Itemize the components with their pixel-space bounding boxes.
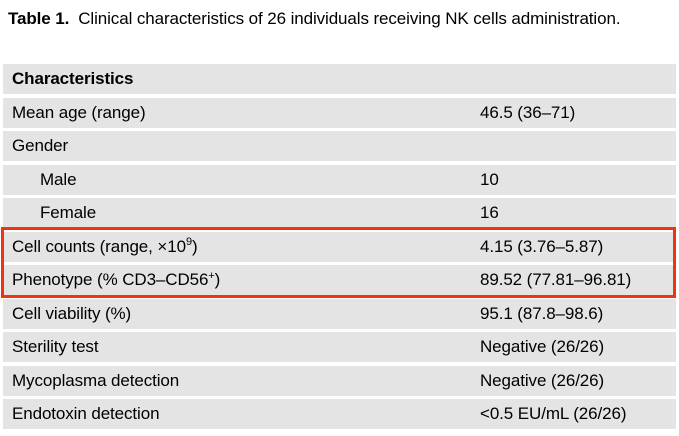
row-label: Cell counts (range, ×109) — [12, 237, 198, 257]
row-label: Phenotype (% CD3–CD56+) — [12, 270, 220, 290]
row-label: Female — [40, 203, 96, 223]
row-value: 4.15 (3.76–5.87) — [480, 236, 604, 256]
table-row-mean-age: Mean age (range) 46.5 (36–71) — [3, 97, 676, 128]
table-caption: Table 1. Clinical characteristics of 26 i… — [8, 6, 630, 32]
row-label-text: Mean age (range) — [12, 102, 146, 122]
table-row-sterility-test: Sterility test Negative (26/26) — [3, 332, 676, 362]
row-label-text: Phenotype (% CD3–CD56 — [12, 270, 209, 289]
table-row-endotoxin: Endotoxin detection <0.5 EU/mL (26/26) — [3, 399, 676, 429]
table-row-cell-viability: Cell viability (%) 95.1 (87.8–98.6) — [3, 298, 676, 329]
row-label-text: Female — [40, 203, 97, 222]
row-label-text: Endotoxin detection — [12, 404, 160, 423]
row-label: Gender — [12, 136, 68, 156]
clinical-characteristics-table: Characteristics Mean age (range) 46.5 (3… — [3, 64, 676, 433]
row-label: Cell viability (%) — [12, 304, 131, 324]
table-title-text: Clinical characteristics of 26 individua… — [78, 9, 621, 28]
table-number: Table 1. — [8, 9, 70, 28]
header-label: Characteristics — [12, 69, 134, 88]
row-value: Negative (26/26) — [480, 370, 605, 390]
row-label-text: Mycoplasma detection — [12, 370, 180, 390]
table-row-cell-counts: Cell counts (range, ×109) 4.15 (3.76–5.8… — [3, 231, 676, 262]
row-value: 10 — [480, 169, 499, 189]
table-row-mycoplasma: Mycoplasma detection Negative (26/26) — [3, 365, 676, 396]
row-label: Endotoxin detection — [12, 404, 160, 424]
row-value: 46.5 (36–71) — [480, 102, 576, 122]
row-label-superscript: + — [208, 269, 215, 282]
row-label-text: Gender — [12, 136, 69, 155]
row-label: Male — [40, 169, 77, 190]
row-value: 95.1 (87.8–98.6) — [480, 303, 604, 323]
row-label-end: ) — [214, 270, 221, 289]
table-row-gender: Gender — [3, 131, 676, 161]
table-row-male: Male 10 — [3, 164, 676, 195]
row-label-text: Cell viability (%) — [12, 303, 132, 323]
row-value: 89.52 (77.81–96.81) — [480, 270, 632, 289]
row-label: Mean age (range) — [12, 103, 146, 123]
row-label-text: Male — [40, 169, 77, 189]
row-value: <0.5 EU/mL (26/26) — [480, 404, 627, 423]
row-value: Negative (26/26) — [480, 337, 605, 356]
row-label: Sterility test — [12, 337, 99, 357]
row-label-text: Cell counts (range, ×10 — [12, 236, 186, 256]
row-label: Mycoplasma detection — [12, 371, 179, 391]
table-header-row: Characteristics — [3, 64, 676, 94]
table-row-phenotype: Phenotype (% CD3–CD56+) 89.52 (77.81–96.… — [3, 265, 676, 295]
row-label-superscript: 9 — [185, 236, 192, 249]
row-label-text: Sterility test — [12, 337, 99, 356]
row-value: 16 — [480, 203, 499, 222]
row-label-end: ) — [191, 236, 198, 256]
table-row-female: Female 16 — [3, 198, 676, 228]
